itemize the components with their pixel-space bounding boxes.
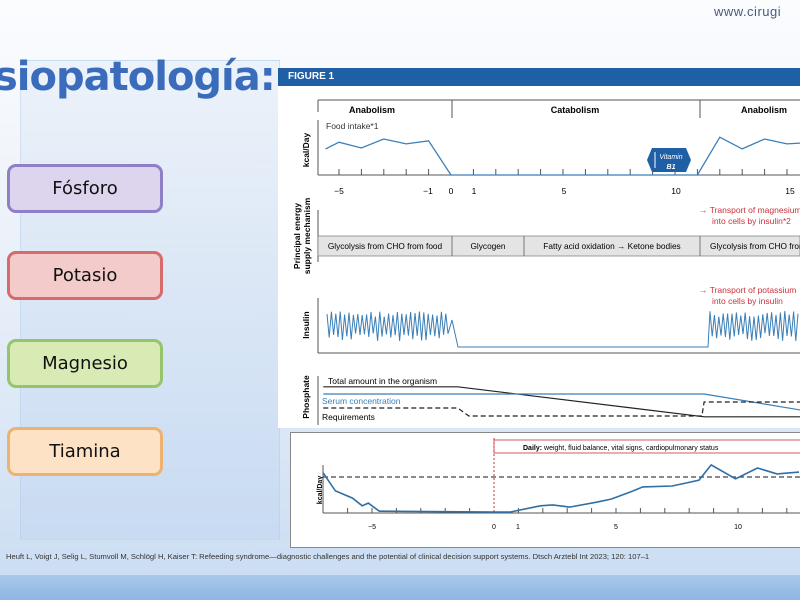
phosphate-total-line [323, 386, 800, 418]
phosphate-axis-label: Phosphate [301, 375, 311, 419]
monitoring-figure: Daily: weight, fluid balance, vital sign… [290, 432, 800, 548]
insulin-axis-label: Insulin [301, 311, 311, 338]
figure-header: FIGURE 1 [278, 68, 800, 86]
figure-1: FIGURE 1 Anabolism Catabolism Anabolism … [278, 68, 800, 428]
tick-label: 10 [734, 524, 742, 531]
daily-detail: weight, fluid balance, vital signs, card… [542, 445, 719, 452]
bottom-band [0, 575, 800, 600]
vitamin-label: Vitamin [659, 154, 682, 161]
item-label: Fósforo [52, 178, 118, 199]
insulin-line [326, 310, 799, 348]
item-label: Tiamina [49, 441, 121, 462]
magnesium-note: into cells by insulin*2 [712, 216, 791, 226]
vitamin-b1-badge [647, 148, 691, 172]
item-tiamina[interactable]: Tiamina [7, 427, 163, 476]
item-potasio[interactable]: Potasio [7, 251, 163, 300]
magnesium-note: → Transport of magnesium [699, 205, 800, 215]
phosphate-serum-label: Serum concentration [322, 396, 401, 406]
energy-box-label: Glycogen [470, 241, 505, 251]
energy-box-label: Fatty acid oxidation → Ketone bodies [543, 241, 680, 251]
tick-label: −5 [334, 186, 344, 196]
phase-label: Anabolism [741, 105, 787, 115]
phase-label: Catabolism [551, 105, 600, 115]
tick-label: 1 [516, 524, 520, 531]
energy-axis-label: Principal energy [292, 203, 302, 269]
kcal-axis-label: kcal/Day [317, 476, 324, 505]
tick-label: 5 [562, 186, 567, 196]
phosphate-serum-line [323, 393, 800, 411]
phosphate-requirements-line [323, 401, 800, 417]
potassium-note: → Transport of potassium [699, 285, 796, 295]
citation: Heuft L, Voigt J, Selig L, Stumvoll M, S… [6, 552, 650, 561]
food-intake-label: Food intake*1 [326, 121, 379, 131]
kcal-axis-label: kcal/Day [301, 132, 311, 167]
daily-text: Daily: weight, fluid balance, vital sign… [523, 445, 719, 452]
daily-bold: Daily: [523, 445, 542, 452]
energy-axis-label: supply mechanism [302, 197, 312, 274]
energy-row [317, 235, 800, 257]
tick-label: −5 [368, 524, 376, 531]
item-label: Potasio [52, 265, 118, 286]
slide-title: siopatología: [0, 54, 276, 100]
tick-label: 1 [472, 186, 477, 196]
item-fosforo[interactable]: Fósforo [7, 164, 163, 213]
tick-label: −1 [423, 186, 433, 196]
tick-label: 0 [449, 186, 454, 196]
monitoring-line [322, 463, 800, 513]
tick-label: 10 [671, 186, 681, 196]
tick-label: 5 [614, 524, 618, 531]
tick-label: 0 [492, 524, 496, 531]
phase-label: Anabolism [349, 105, 395, 115]
vitamin-sub-label: B1 [667, 164, 676, 171]
food-intake-line [325, 136, 800, 176]
potassium-note: into cells by insulin [712, 296, 783, 306]
item-label: Magnesio [42, 353, 128, 374]
monitoring-graphic: Daily: weight, fluid balance, vital sign… [317, 438, 800, 531]
phosphate-req-label: Requirements [322, 412, 375, 422]
figure-1-graphic: Anabolism Catabolism Anabolism Food inta… [292, 99, 800, 425]
energy-box-label: Glycolysis from CHO from food [710, 241, 800, 251]
phosphate-total-label: Total amount in the organism [328, 376, 437, 386]
tick-label: 15 [785, 186, 795, 196]
website-url: www.cirugi [714, 4, 782, 19]
item-magnesio[interactable]: Magnesio [7, 339, 163, 388]
energy-box-label: Glycolysis from CHO from food [328, 241, 443, 251]
